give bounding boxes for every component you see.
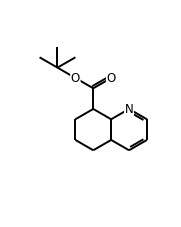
Text: N: N	[125, 103, 133, 116]
Text: O: O	[107, 72, 116, 85]
Text: O: O	[71, 72, 80, 85]
